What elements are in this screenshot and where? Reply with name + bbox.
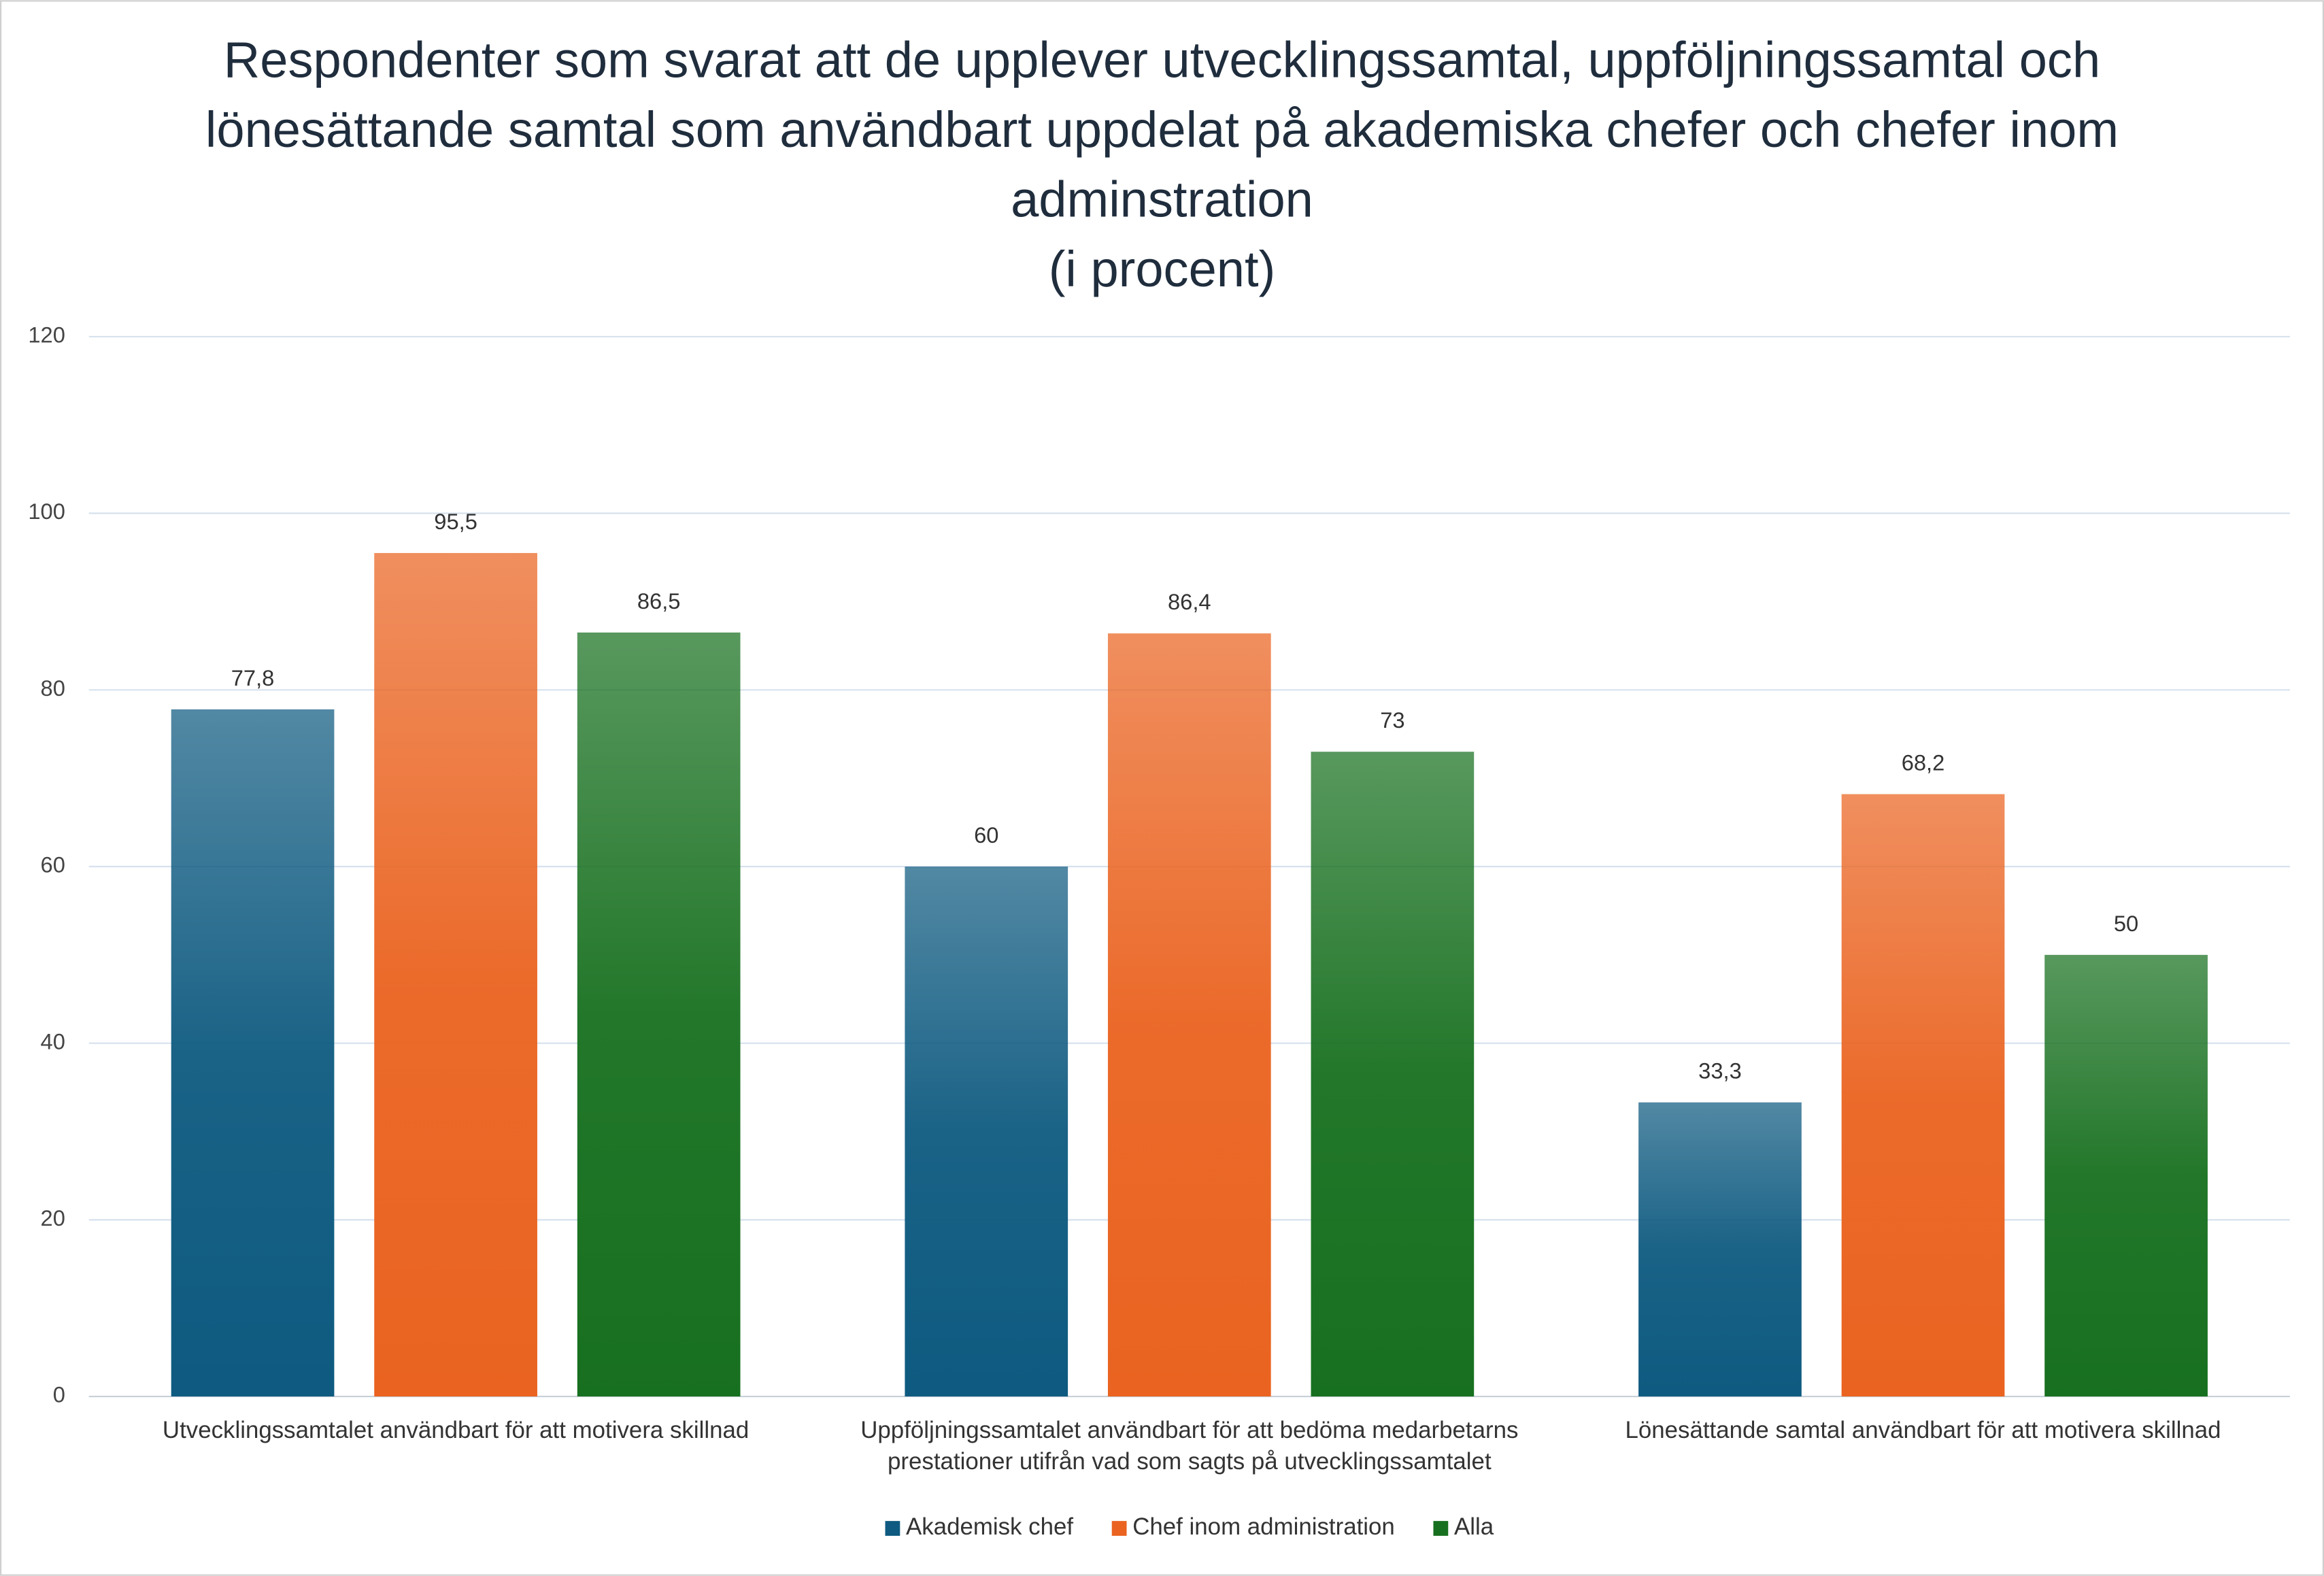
value-label: 33,3 [1698, 1058, 1742, 1084]
y-tick-label: 80 [41, 675, 65, 701]
y-tick-label: 20 [41, 1205, 65, 1230]
bar [905, 866, 1068, 1397]
x-label-box: Uppföljningssamtalet användbart för att … [860, 1418, 1519, 1475]
bar [1311, 752, 1475, 1397]
y-tick-label: 120 [28, 322, 65, 348]
x-tick-label: Utvecklingssamtalet användbart för att m… [162, 1418, 750, 1444]
legend-swatch [1111, 1521, 1127, 1536]
legend: Akademisk chef Chef inom administration Al… [885, 1513, 1494, 1540]
value-label: 86,4 [1168, 589, 1211, 614]
legend-swatch [885, 1521, 900, 1536]
bar [2044, 954, 2208, 1397]
value-label: 86,5 [637, 588, 681, 614]
bar [1638, 1102, 1802, 1397]
legend-label: Akademisk chef [906, 1513, 1073, 1540]
value-label: 77,8 [231, 665, 275, 690]
value-label: 73 [1380, 707, 1404, 733]
bar [374, 553, 537, 1397]
x-tick-label: Uppföljningssamtalet användbart för att … [860, 1418, 1519, 1475]
x-tick-label: Lönesättande samtal användbart för att m… [1625, 1418, 2221, 1444]
y-tick-label: 0 [53, 1382, 65, 1407]
title-box: Respondenter som svarat att de upplever … [199, 27, 2125, 305]
y-tick-label: 40 [41, 1028, 65, 1054]
y-tick-label: 100 [28, 499, 65, 524]
bar [1107, 633, 1271, 1397]
bar [1841, 794, 2005, 1397]
value-label: 50 [2114, 911, 2138, 936]
value-label: 95,5 [434, 509, 477, 534]
title-wrap: Respondenter som svarat att de upplever … [199, 27, 2125, 305]
value-label: 60 [974, 822, 998, 848]
x-label-box: Utvecklingssamtalet användbart för att m… [162, 1418, 750, 1444]
value-label: 68,2 [1902, 750, 1945, 775]
bar [577, 632, 741, 1397]
chart-subtitle: (i procent) [1048, 241, 1276, 299]
legend-swatch [1433, 1521, 1449, 1536]
legend-label: Alla [1454, 1513, 1494, 1540]
legend-label: Chef inom administration [1132, 1513, 1395, 1540]
x-label-box: Lönesättande samtal användbart för att m… [1625, 1418, 2221, 1444]
chart-title: Respondenter som svarat att de upplever … [205, 33, 2119, 229]
bar [171, 709, 335, 1397]
y-tick-label: 60 [41, 852, 65, 877]
